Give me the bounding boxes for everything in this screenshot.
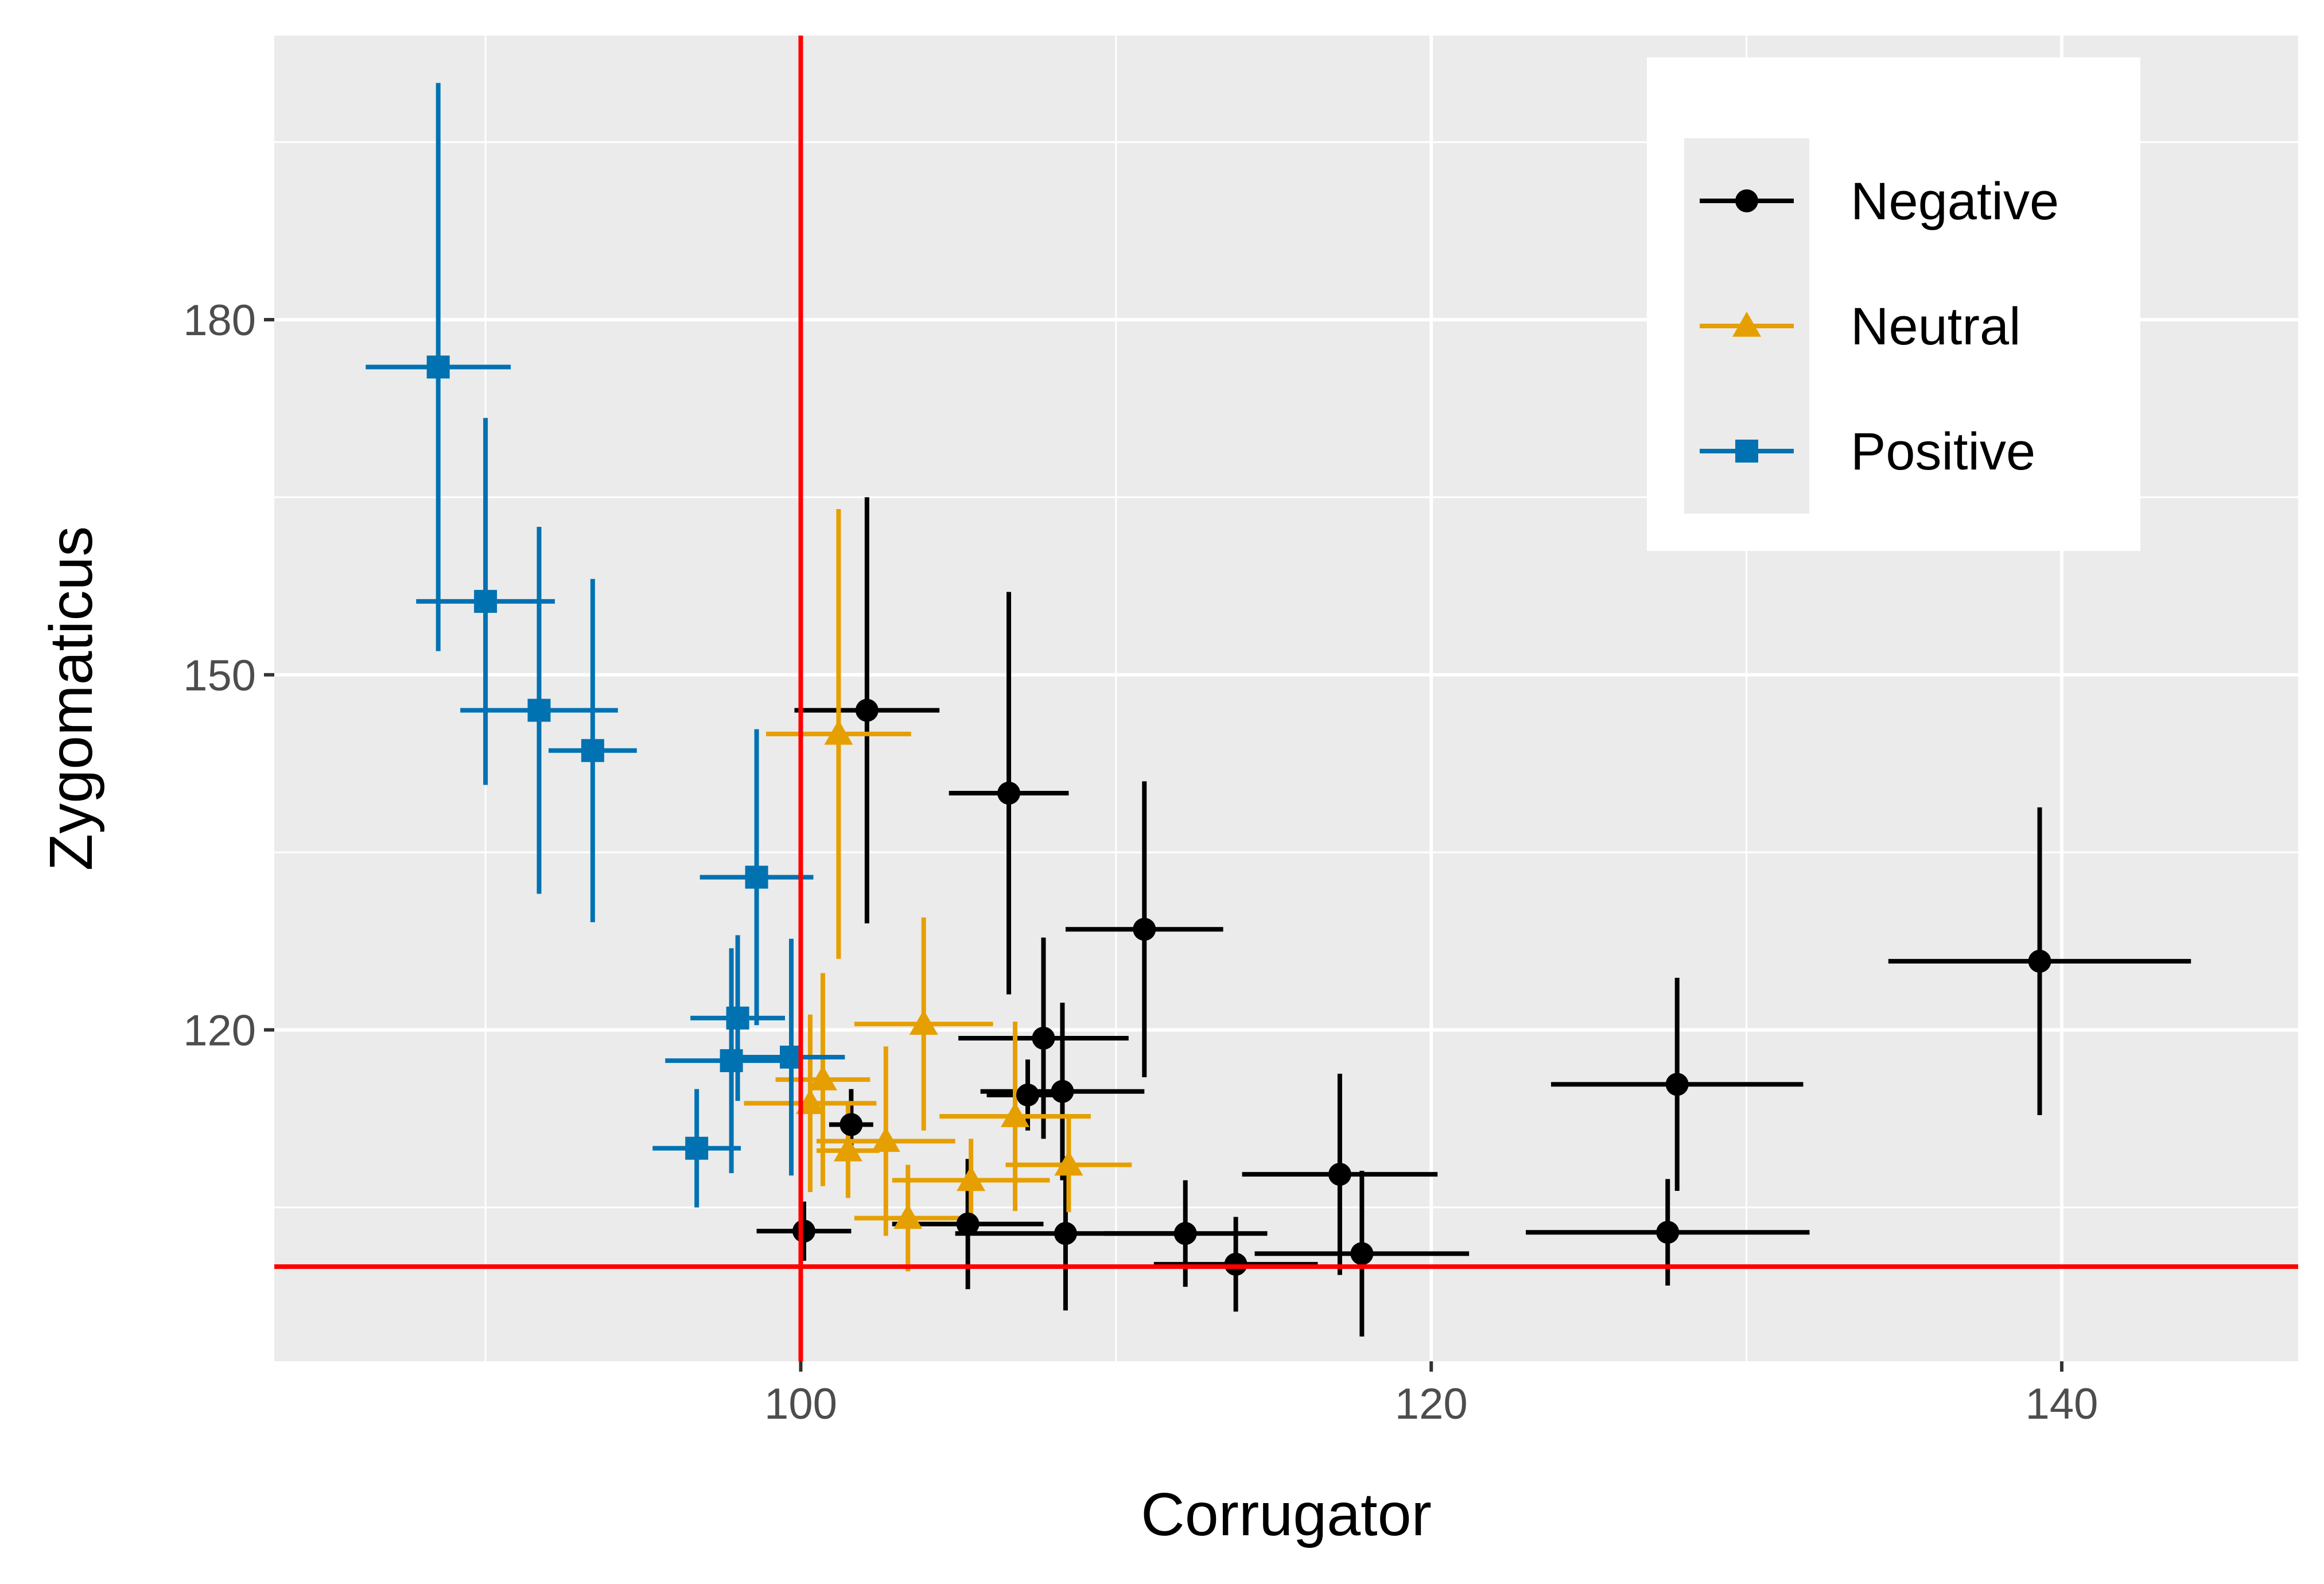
data-point	[1054, 1150, 1083, 1176]
x-tick-label: 140	[2026, 1380, 2098, 1428]
data-point	[1732, 312, 1761, 337]
data-point	[1016, 1083, 1040, 1107]
x-axis-title: Corrugator	[1141, 1481, 1432, 1548]
legend-label: Negative	[1851, 172, 2059, 231]
data-point	[855, 698, 879, 722]
data-point	[426, 355, 450, 379]
data-point	[792, 1220, 815, 1243]
data-point	[808, 1065, 837, 1090]
data-point	[1133, 918, 1156, 941]
data-point	[1173, 1222, 1197, 1245]
y-tick-label: 150	[183, 651, 256, 700]
legend-label: Neutral	[1851, 297, 2021, 356]
data-point	[1328, 1163, 1351, 1186]
legend-label: Positive	[1851, 422, 2035, 481]
data-point	[956, 1212, 980, 1236]
data-point	[893, 1203, 923, 1229]
data-point	[745, 865, 768, 889]
data-point	[833, 1136, 862, 1162]
data-point	[1054, 1222, 1077, 1245]
data-point	[1350, 1242, 1374, 1265]
data-point	[1051, 1080, 1074, 1103]
data-point	[1656, 1221, 1680, 1244]
data-point	[720, 1049, 743, 1073]
reference-lines	[274, 36, 2298, 1361]
data-point	[1032, 1026, 1055, 1050]
data-point	[527, 698, 551, 722]
data-point	[957, 1166, 986, 1191]
data-point	[1735, 189, 1758, 212]
data-point	[909, 1010, 938, 1035]
data-point	[685, 1136, 709, 1160]
y-axis-title: Zygomaticus	[37, 526, 105, 871]
data-point	[581, 739, 604, 762]
axes: 100 120 140 120 150 180	[183, 296, 2098, 1428]
x-tick-label: 120	[1395, 1380, 1468, 1428]
data-point	[1735, 440, 1758, 463]
y-tick-label: 180	[183, 296, 256, 345]
data-points	[426, 355, 2051, 1276]
data-point	[997, 782, 1021, 805]
data-point	[871, 1127, 900, 1152]
data-point	[1665, 1073, 1689, 1096]
data-point	[2028, 949, 2051, 973]
data-point	[474, 589, 498, 613]
y-tick-label: 120	[183, 1007, 256, 1055]
legend: Negative Neutral Positive	[1647, 57, 2140, 551]
data-point	[840, 1113, 863, 1136]
data-point	[1224, 1252, 1248, 1276]
data-point	[824, 719, 853, 745]
x-tick-label: 100	[764, 1380, 837, 1428]
data-point	[726, 1006, 749, 1030]
data-point	[1001, 1102, 1030, 1127]
